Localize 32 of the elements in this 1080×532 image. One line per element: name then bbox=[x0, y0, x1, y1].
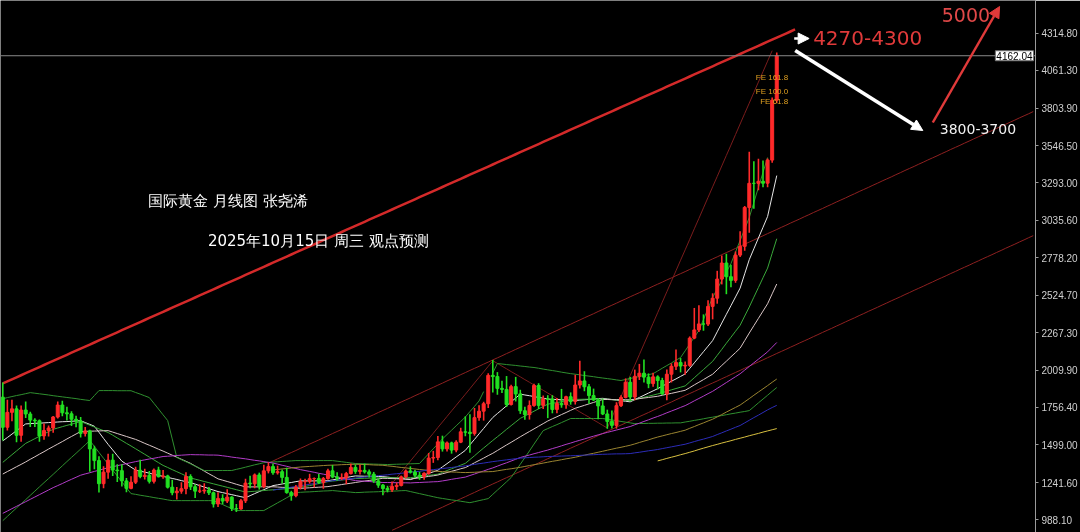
candlestick bbox=[756, 158, 761, 191]
candlestick bbox=[472, 407, 477, 436]
y-tick-label: 3803.90 bbox=[1041, 103, 1079, 115]
y-tick-label: 1241.60 bbox=[1041, 477, 1079, 489]
text: 国际黄金 月线图 张尧浠 bbox=[148, 191, 308, 210]
y-tick-label: 3293.00 bbox=[1041, 177, 1079, 189]
candlestick bbox=[536, 383, 541, 410]
candlestick bbox=[463, 416, 468, 437]
line-series bbox=[2, 342, 778, 514]
y-tick-label: 2009.90 bbox=[1041, 365, 1079, 377]
candlestick bbox=[37, 419, 42, 442]
annotation: 4270-4300 bbox=[813, 25, 923, 50]
candlestick bbox=[504, 376, 509, 408]
y-tick-label: 2267.30 bbox=[1041, 327, 1079, 339]
y-tick-label: 4061.30 bbox=[1041, 65, 1079, 77]
y-tick-label: 4314.80 bbox=[1041, 28, 1079, 40]
y-tick-label: 3546.50 bbox=[1041, 140, 1079, 152]
y-tick-label: 1756.40 bbox=[1041, 402, 1079, 414]
candlestick bbox=[5, 399, 10, 431]
ref-line-label: 4162.04 bbox=[996, 50, 1033, 62]
line-series bbox=[1, 28, 797, 385]
y-tick-label: 2524.70 bbox=[1041, 290, 1079, 302]
candlestick bbox=[14, 405, 19, 443]
annotation: 5000 bbox=[941, 3, 991, 26]
y-tick-label: 1499.00 bbox=[1041, 439, 1079, 451]
y-tick-label: 988.10 bbox=[1041, 514, 1073, 526]
y-tick-label: 3035.60 bbox=[1041, 215, 1079, 227]
candlestick bbox=[724, 253, 729, 295]
annotation: 3800-3700 bbox=[939, 120, 1017, 137]
line-series bbox=[657, 428, 778, 462]
y-tick-label: 2778.20 bbox=[1041, 252, 1079, 264]
line-series bbox=[2, 387, 778, 522]
